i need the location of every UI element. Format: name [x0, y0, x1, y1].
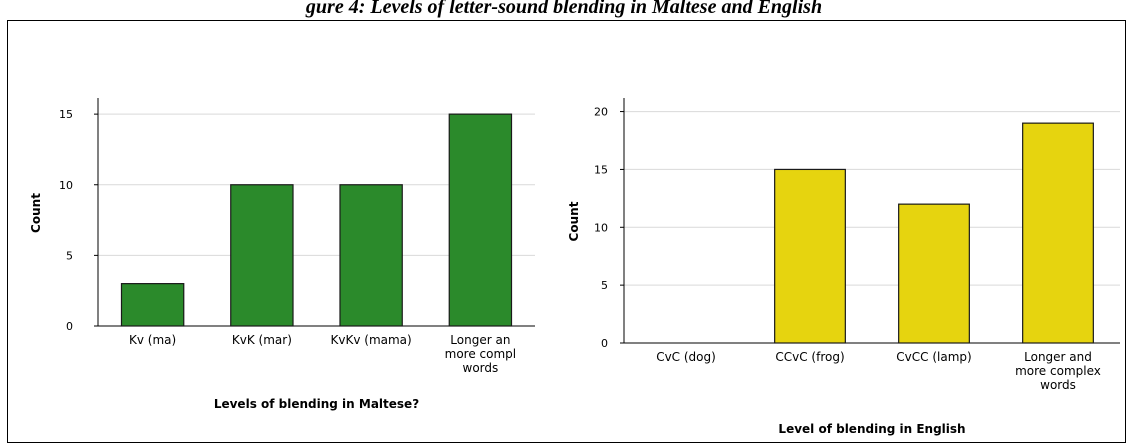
x-category-label: CvC (dog)	[656, 350, 716, 364]
x-category-label-line: Kv (ma)	[129, 333, 176, 347]
x-category-label-line: CCvC (frog)	[775, 350, 844, 364]
bar	[1022, 122, 1094, 344]
x-category-label-line: KvK (mar)	[232, 333, 292, 347]
x-axis-title: Levels of blending in Maltese?	[214, 397, 419, 411]
x-category-label-line: words	[1040, 378, 1076, 392]
y-axis-title: Count	[567, 201, 581, 241]
bar	[339, 184, 403, 327]
x-category-label-line: KvKv (mama)	[331, 333, 412, 347]
x-category-label: KvK (mar)	[232, 333, 292, 347]
bar	[120, 283, 185, 327]
y-tick-label: 15	[59, 108, 73, 121]
x-category-label-line: more compl	[445, 347, 516, 361]
y-axis-title: Count	[29, 193, 43, 233]
bar	[774, 168, 846, 344]
bar	[898, 203, 970, 344]
y-tick-label: 10	[594, 221, 608, 234]
bar	[448, 113, 513, 327]
x-category-label: KvKv (mama)	[331, 333, 412, 347]
x-category-label-line: Longer an	[450, 333, 510, 347]
y-tick-label: 15	[594, 163, 608, 176]
bar	[230, 184, 294, 327]
figure-frame	[7, 20, 1126, 443]
x-category-label: CvCC (lamp)	[896, 350, 971, 364]
y-tick-label: 5	[66, 249, 73, 262]
y-tick-label: 5	[601, 279, 608, 292]
x-category-label: CCvC (frog)	[775, 350, 844, 364]
x-category-label-line: more complex	[1015, 364, 1101, 378]
x-category-label-line: CvC (dog)	[656, 350, 716, 364]
x-category-label-line: Longer and	[1024, 350, 1092, 364]
x-axis-title: Level of blending in English	[778, 422, 965, 436]
y-tick-label: 0	[66, 320, 73, 333]
y-tick-label: 0	[601, 337, 608, 350]
y-tick-label: 10	[59, 179, 73, 192]
x-category-label: Longer an more compl words	[445, 333, 516, 375]
x-category-label: Kv (ma)	[129, 333, 176, 347]
figure-caption: gure 4: Levels of letter-sound blending …	[305, 0, 823, 18]
x-category-label: Longer and more complex words	[1015, 350, 1101, 392]
x-category-label-line: words	[463, 361, 499, 375]
y-tick-label: 20	[594, 106, 608, 119]
x-category-label-line: CvCC (lamp)	[896, 350, 971, 364]
